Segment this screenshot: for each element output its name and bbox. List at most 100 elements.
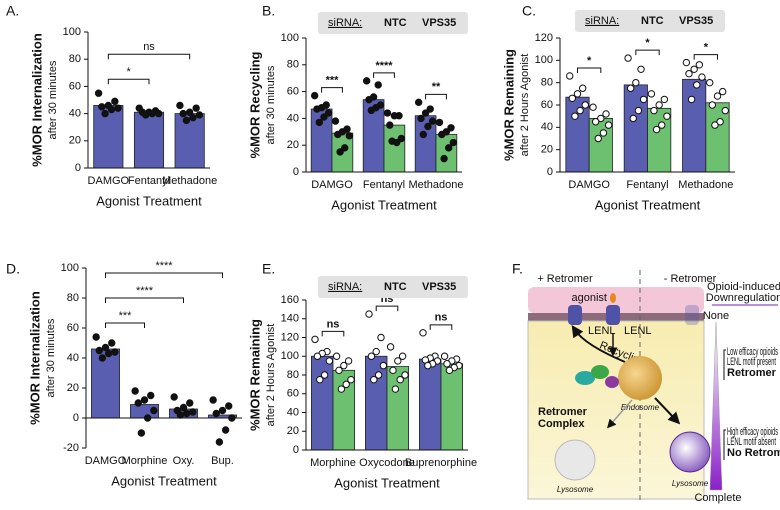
- y-tick-label: 0: [547, 166, 553, 178]
- x-tick-label: DAMGO: [311, 179, 353, 191]
- panel-label: C.: [522, 3, 536, 19]
- data-point: [398, 352, 407, 360]
- data-point: [568, 94, 577, 103]
- data-point: [189, 408, 197, 416]
- data-point: [150, 406, 158, 415]
- y-tick-label: 100: [281, 350, 299, 362]
- agonist-label: agonist: [572, 292, 607, 304]
- data-point: [417, 114, 425, 123]
- data-point: [107, 105, 116, 114]
- data-point: [143, 414, 152, 422]
- data-point: [637, 65, 645, 73]
- significance-label: *: [587, 55, 592, 67]
- x-tick-label: DAMGO: [85, 455, 127, 467]
- data-point: [155, 109, 163, 118]
- data-point: [342, 380, 350, 389]
- data-point: [347, 375, 355, 384]
- data-point: [108, 339, 116, 347]
- y-tick-label: 20: [541, 144, 553, 156]
- data-point: [589, 103, 597, 111]
- data-point: [419, 130, 427, 139]
- data-point: [419, 329, 427, 337]
- y-tick-label: 40: [541, 121, 553, 133]
- data-point: [215, 438, 224, 446]
- bar: [682, 78, 707, 173]
- y-tick-label: 160: [281, 294, 299, 306]
- endosome: [618, 356, 662, 400]
- diagram: F. + Retromer - Retromer agonist LENL LE…: [512, 261, 780, 504]
- receptor: [606, 305, 620, 325]
- y-axis-sublabel: after 2 Hours Agonist: [519, 54, 531, 157]
- legend-entry: VPS35: [422, 281, 456, 293]
- data-point: [443, 360, 451, 368]
- panel-label: E.: [262, 261, 275, 277]
- y-tick-label: 100: [281, 32, 299, 44]
- data-point: [362, 77, 371, 85]
- bar: [133, 111, 165, 169]
- significance-bracket: [429, 324, 453, 330]
- scale-bottom: Complete: [694, 492, 741, 504]
- bracket: [723, 429, 726, 460]
- y-tick-label: 40: [67, 352, 79, 364]
- data-point: [386, 121, 394, 129]
- data-point: [320, 371, 329, 379]
- data-point: [221, 426, 230, 434]
- data-point: [367, 352, 376, 360]
- data-point: [377, 333, 385, 342]
- data-point: [690, 65, 698, 73]
- complex-label: Complex: [538, 418, 585, 430]
- data-point: [414, 98, 423, 107]
- data-point: [331, 117, 340, 125]
- data-point: [698, 73, 706, 81]
- x-tick-label: Morphine: [310, 457, 356, 469]
- data-point: [591, 118, 600, 126]
- y-tick-label: 100: [63, 26, 81, 38]
- data-point: [182, 409, 191, 418]
- panel-label: F.: [512, 261, 523, 277]
- data-point: [195, 111, 204, 119]
- x-tick-label: Oxy.: [173, 455, 195, 467]
- y-axis-sublabel: after 30 minutes: [47, 60, 59, 139]
- y-tick-label: 20: [287, 425, 299, 437]
- significance-label: *: [704, 41, 709, 53]
- y-tick-label: 100: [61, 262, 79, 274]
- significance-bracket: [105, 272, 223, 278]
- data-point: [324, 109, 333, 117]
- data-point: [695, 61, 704, 69]
- x-tick-label: Fentanyl: [128, 175, 170, 187]
- data-point: [179, 403, 188, 412]
- significance-bracket: [105, 322, 145, 328]
- data-point: [424, 361, 432, 370]
- data-point: [428, 117, 437, 125]
- bar: [174, 113, 205, 169]
- data-point: [711, 121, 719, 129]
- legend-entry: NTC: [384, 281, 407, 293]
- data-point: [682, 58, 691, 67]
- data-point: [335, 366, 343, 375]
- receptor: [685, 305, 699, 325]
- data-point: [396, 375, 404, 384]
- data-point: [397, 134, 406, 143]
- data-point: [325, 357, 334, 365]
- x-tick-label: Methadone: [678, 179, 733, 191]
- data-point: [95, 346, 103, 355]
- scale-note: No Retromer: [727, 447, 780, 459]
- scale-title: Opioid-induced: [707, 281, 780, 293]
- lysosome: [554, 439, 596, 481]
- lysosome-label: Lysosome: [557, 485, 594, 494]
- data-point: [652, 125, 661, 134]
- data-point: [447, 124, 455, 132]
- data-point: [104, 349, 113, 358]
- y-axis-label: %MOR Remaining: [501, 49, 516, 161]
- scale-top: None: [703, 310, 729, 322]
- data-point: [629, 114, 637, 123]
- data-point: [390, 112, 399, 120]
- agonist-icon: [610, 293, 616, 303]
- data-point: [147, 391, 155, 400]
- bar: [418, 358, 442, 451]
- y-axis-label: %MOR Remaining: [247, 319, 262, 431]
- x-tick-label: Buprenorphine: [405, 457, 477, 469]
- retromer-part: [591, 365, 609, 379]
- data-point: [626, 84, 635, 92]
- significance-bracket: [107, 53, 191, 60]
